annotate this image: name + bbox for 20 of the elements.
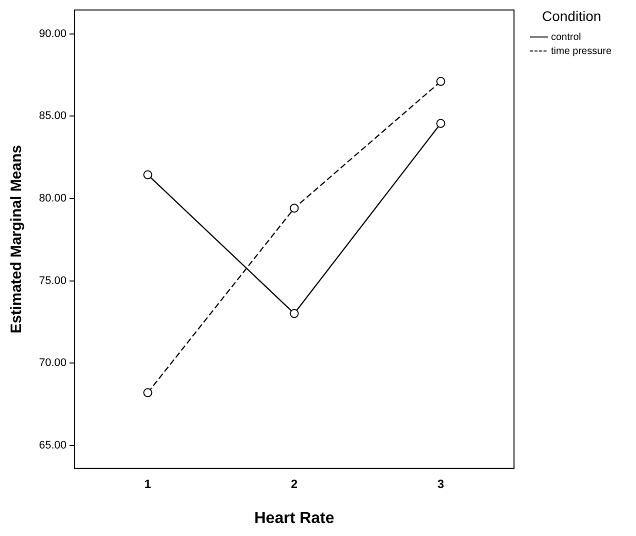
point (143, 388, 152, 398)
legend-label: control (551, 32, 582, 42)
y-tick-label: 70.00 (38, 357, 67, 370)
legend-title: Condition (542, 8, 602, 24)
point (436, 76, 446, 86)
y-tick-label: 85.00 (38, 110, 67, 122)
y-tick-label: 65.00 (38, 439, 67, 452)
y-tick-label: 90.00 (38, 28, 67, 40)
x-tick-label: 1 (144, 476, 152, 491)
point (143, 170, 152, 180)
y-axis-title: Estimated Marginal Means (8, 145, 26, 334)
y-tick-label: 80.00 (38, 192, 67, 204)
x-axis-title: Heart Rate (254, 510, 334, 527)
point (436, 118, 446, 128)
point (290, 204, 299, 213)
point (290, 309, 299, 318)
legend-label: time pressure (551, 46, 612, 56)
x-tick-label: 2 (290, 476, 298, 491)
x-tick-label: 3 (437, 476, 444, 491)
y-tick-label: 75.00 (38, 274, 67, 287)
